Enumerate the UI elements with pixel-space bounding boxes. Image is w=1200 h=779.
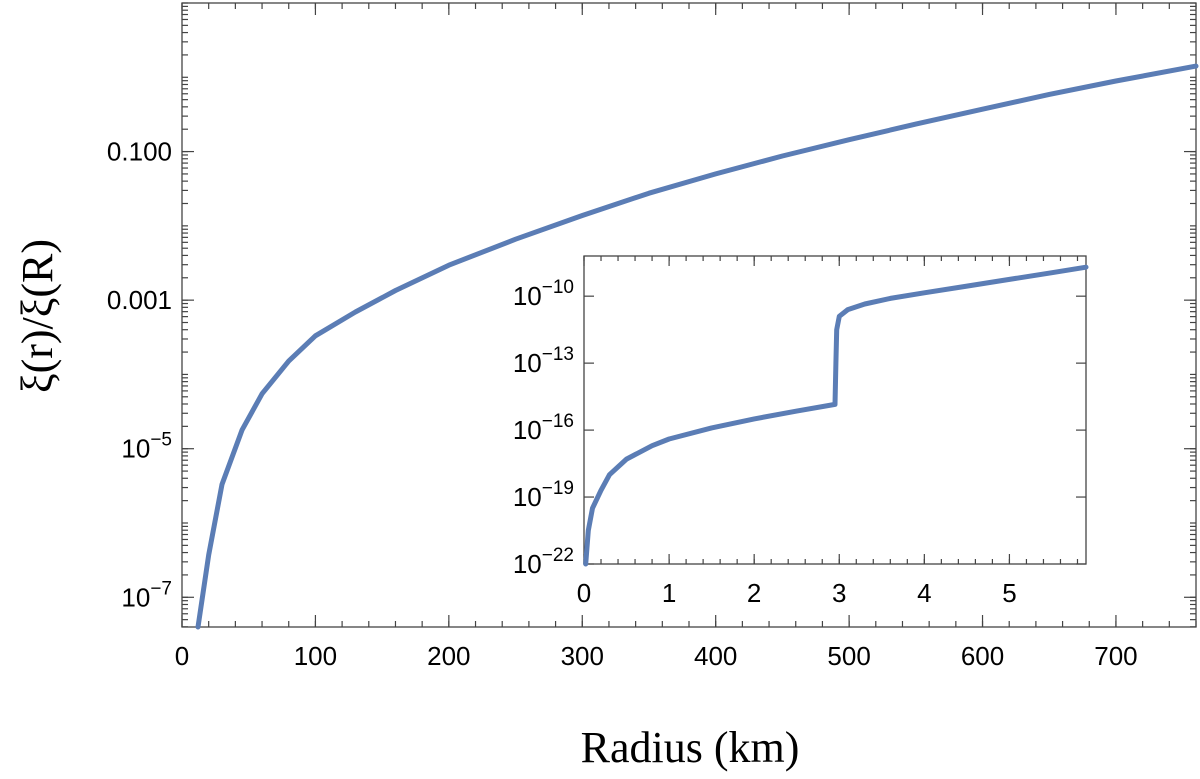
main-plot: 0 100 200 300 400 500 600 700 0.100 0.001 10−5 10−7 [107,2,1199,671]
main-x-tick-label: 400 [694,641,737,671]
main-y-tick-label: 10−5 [121,430,172,464]
inset-y-tick-label: 10−10 [513,277,574,311]
inset-x-tick-label: 0 [577,578,591,608]
inset-x-tick-label: 1 [662,578,676,608]
inset-x-tick-label: 3 [832,578,846,608]
main-y-tick-label: 10−7 [121,578,172,612]
x-axis-label: Radius (km) [581,723,800,772]
inset-background [584,256,1086,564]
main-x-tick-label: 500 [827,641,870,671]
main-x-tick-label: 300 [561,641,604,671]
inset-y-tick-label: 10−22 [513,545,574,579]
main-x-tick-label: 100 [294,641,337,671]
main-x-tick-label: 0 [175,641,189,671]
main-x-tick-label: 600 [961,641,1004,671]
main-y-tick-label: 0.001 [107,285,172,315]
inset-frame [583,255,1087,565]
main-y-tick-label: 0.100 [107,137,172,167]
main-series-line [195,63,1199,630]
y-axis-label: ξ(r)/ξ(R) [13,239,62,393]
inset-x-tick-label: 4 [917,578,931,608]
inset-x-tick-label: 5 [1002,578,1016,608]
inset-y-tick-label: 10−19 [513,478,574,512]
inset-x-tick-label: 2 [747,578,761,608]
inset-plot: 0 1 2 3 4 5 10−10 10−13 10−16 10−19 10−22 [513,255,1089,608]
inset-series-line [583,264,1089,567]
main-x-tick-label: 200 [427,641,470,671]
main-x-tick-label: 700 [1094,641,1137,671]
inset-y-tick-label: 10−16 [513,411,574,445]
inset-y-tick-label: 10−13 [513,344,574,378]
